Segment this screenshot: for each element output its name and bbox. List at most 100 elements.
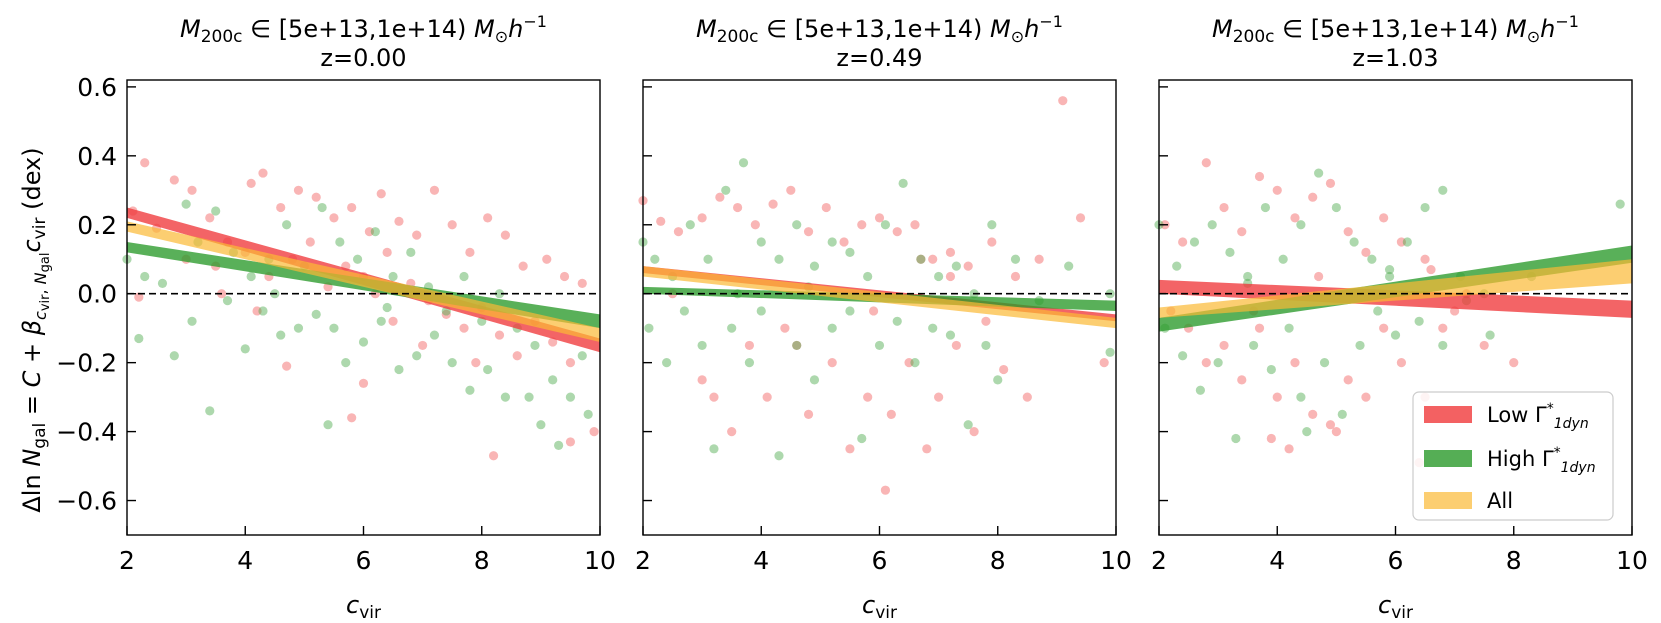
- point-low: [656, 216, 666, 226]
- point-high: [1296, 220, 1306, 230]
- legend-swatch-high: [1424, 450, 1472, 467]
- point-low: [1034, 254, 1044, 264]
- point-high: [827, 237, 837, 247]
- point-low: [483, 213, 493, 223]
- point-low: [500, 230, 510, 240]
- point-high: [1296, 392, 1306, 402]
- point-high: [1260, 202, 1271, 213]
- point-high: [1105, 347, 1115, 357]
- point-low: [1254, 323, 1265, 333]
- point-high: [1249, 340, 1259, 351]
- point-high: [1243, 271, 1253, 282]
- point-high: [1390, 330, 1401, 340]
- point-low: [465, 247, 475, 257]
- point-high: [447, 358, 457, 368]
- x-tick-label: 4: [753, 546, 769, 575]
- point-low: [258, 168, 268, 178]
- point-high: [311, 309, 321, 319]
- point-high: [494, 289, 505, 299]
- y-tick-label: 0.0: [77, 280, 117, 309]
- point-high: [1302, 426, 1312, 437]
- point-low: [512, 351, 522, 361]
- point-high: [530, 340, 540, 351]
- point-high: [317, 202, 327, 213]
- point-high: [721, 185, 731, 195]
- point-low: [488, 451, 499, 461]
- point-low: [358, 378, 369, 388]
- point-high: [323, 420, 333, 430]
- point-low: [1075, 213, 1086, 223]
- point-low: [1219, 340, 1229, 351]
- point-low: [293, 185, 304, 195]
- point-low: [311, 192, 321, 202]
- point-high: [1172, 261, 1182, 271]
- point-high: [536, 420, 546, 430]
- point-low: [1379, 213, 1389, 223]
- point-low: [999, 364, 1009, 375]
- point-low: [305, 237, 315, 247]
- point-low: [1237, 375, 1247, 385]
- point-high: [1402, 237, 1412, 247]
- point-high: [709, 444, 719, 454]
- panel-z103: 2 4 6 8 10 M200c ∈ [5e+13,1e+14) M⊙h−1z=1.03 c…: [1151, 12, 1648, 623]
- point-high: [928, 323, 938, 333]
- point-low: [1284, 444, 1294, 454]
- point-low: [1201, 158, 1211, 168]
- point-low: [347, 413, 357, 423]
- point-high: [1010, 254, 1021, 264]
- point-low: [1219, 202, 1229, 213]
- point-high: [222, 296, 233, 306]
- band-all: [127, 221, 600, 342]
- point-high: [827, 323, 837, 333]
- point-low: [839, 237, 849, 247]
- point-low: [1396, 358, 1407, 368]
- point-high: [1064, 261, 1074, 271]
- point-low: [744, 340, 755, 351]
- point-low: [382, 247, 392, 257]
- point-low: [1420, 254, 1430, 264]
- point-high: [1485, 330, 1495, 340]
- point-high: [644, 323, 654, 333]
- point-high: [500, 392, 510, 402]
- point-low: [1331, 426, 1341, 437]
- point-high: [140, 271, 150, 282]
- point-high: [181, 199, 191, 209]
- point-low: [1396, 237, 1407, 247]
- point-low: [910, 220, 920, 230]
- point-high: [276, 330, 286, 340]
- point-high: [697, 340, 707, 351]
- point-high: [329, 323, 339, 333]
- point-high: [774, 254, 784, 264]
- point-low: [928, 254, 938, 264]
- point-high: [459, 271, 469, 282]
- y-tick-label: 0.4: [77, 142, 117, 171]
- x-tick-label: 10: [584, 546, 616, 575]
- point-high: [1384, 271, 1395, 282]
- legend-frame: [1412, 391, 1614, 521]
- point-high: [352, 254, 363, 264]
- point-high: [744, 358, 755, 368]
- point-low: [715, 192, 725, 202]
- point-high: [258, 306, 268, 316]
- x-tick-label: 2: [635, 546, 651, 575]
- point-low: [969, 426, 979, 437]
- y-tick-label: −0.6: [56, 487, 117, 516]
- x-axis-label: cvir: [1378, 591, 1413, 623]
- point-low: [821, 202, 831, 213]
- point-low: [916, 254, 926, 264]
- point-low: [845, 444, 855, 454]
- point-high: [376, 316, 386, 326]
- point-low: [1178, 237, 1188, 247]
- x-tick-label: 6: [356, 546, 372, 575]
- point-high: [1284, 323, 1294, 333]
- point-high: [1195, 385, 1205, 395]
- point-low: [1314, 271, 1324, 282]
- point-high: [880, 220, 891, 230]
- point-low: [981, 316, 991, 326]
- point-low: [863, 392, 873, 402]
- point-low: [880, 485, 891, 495]
- point-low: [1325, 178, 1336, 189]
- point-low: [542, 254, 552, 264]
- point-low: [803, 227, 814, 237]
- y-tick-label: −0.4: [56, 418, 117, 447]
